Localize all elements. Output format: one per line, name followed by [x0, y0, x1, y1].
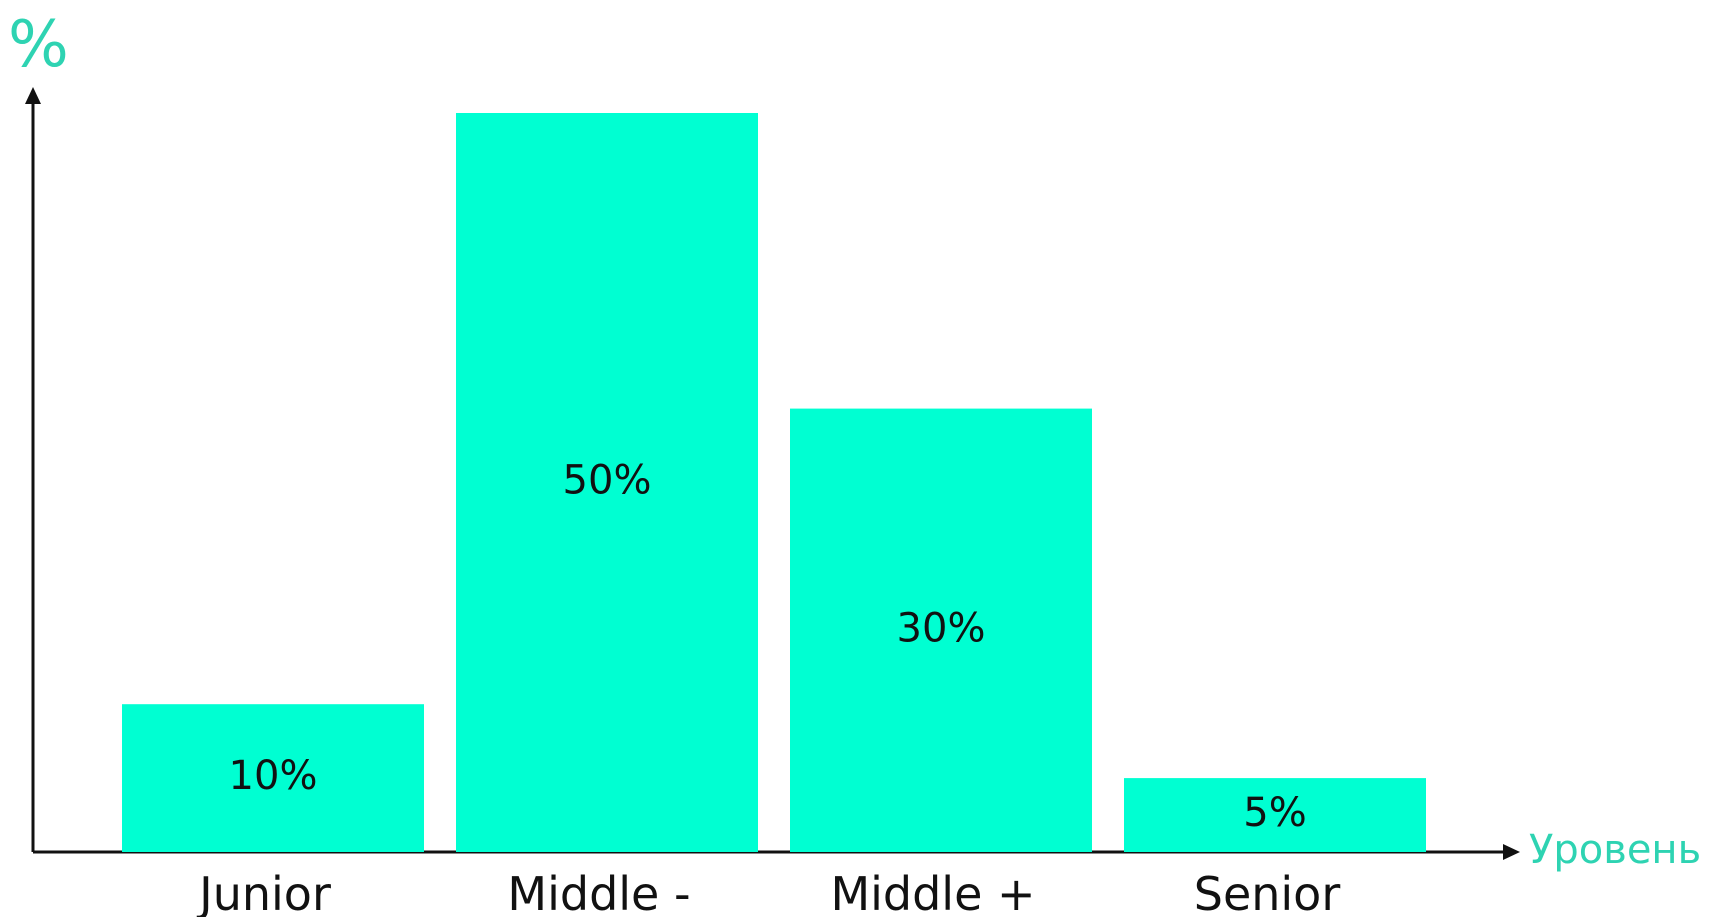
x-tick-label: Middle + — [830, 867, 1035, 917]
bar-data-label: 50% — [563, 458, 652, 504]
bar-middle — [790, 408, 1092, 852]
bar-junior — [122, 704, 424, 852]
labels-layer: 10% 50% 30% 5% — [229, 458, 1307, 837]
y-axis-arrow — [25, 87, 41, 104]
bar-senior — [1124, 778, 1426, 852]
bar-data-label: 30% — [897, 605, 986, 651]
x-axis-title: Уровень — [1529, 827, 1701, 873]
tick-labels-layer: Junior Middle - Middle + Senior — [196, 867, 1340, 917]
x-tick-label: Junior — [196, 867, 331, 917]
y-axis-title: % — [8, 8, 69, 82]
bar-data-label: 5% — [1243, 790, 1306, 836]
bars-layer — [122, 113, 1426, 852]
x-tick-label: Senior — [1194, 867, 1341, 917]
x-tick-label: Middle - — [507, 867, 690, 917]
bar-data-label: 10% — [229, 753, 318, 799]
bar-middle — [456, 113, 758, 852]
x-axis-arrow — [1503, 844, 1520, 860]
